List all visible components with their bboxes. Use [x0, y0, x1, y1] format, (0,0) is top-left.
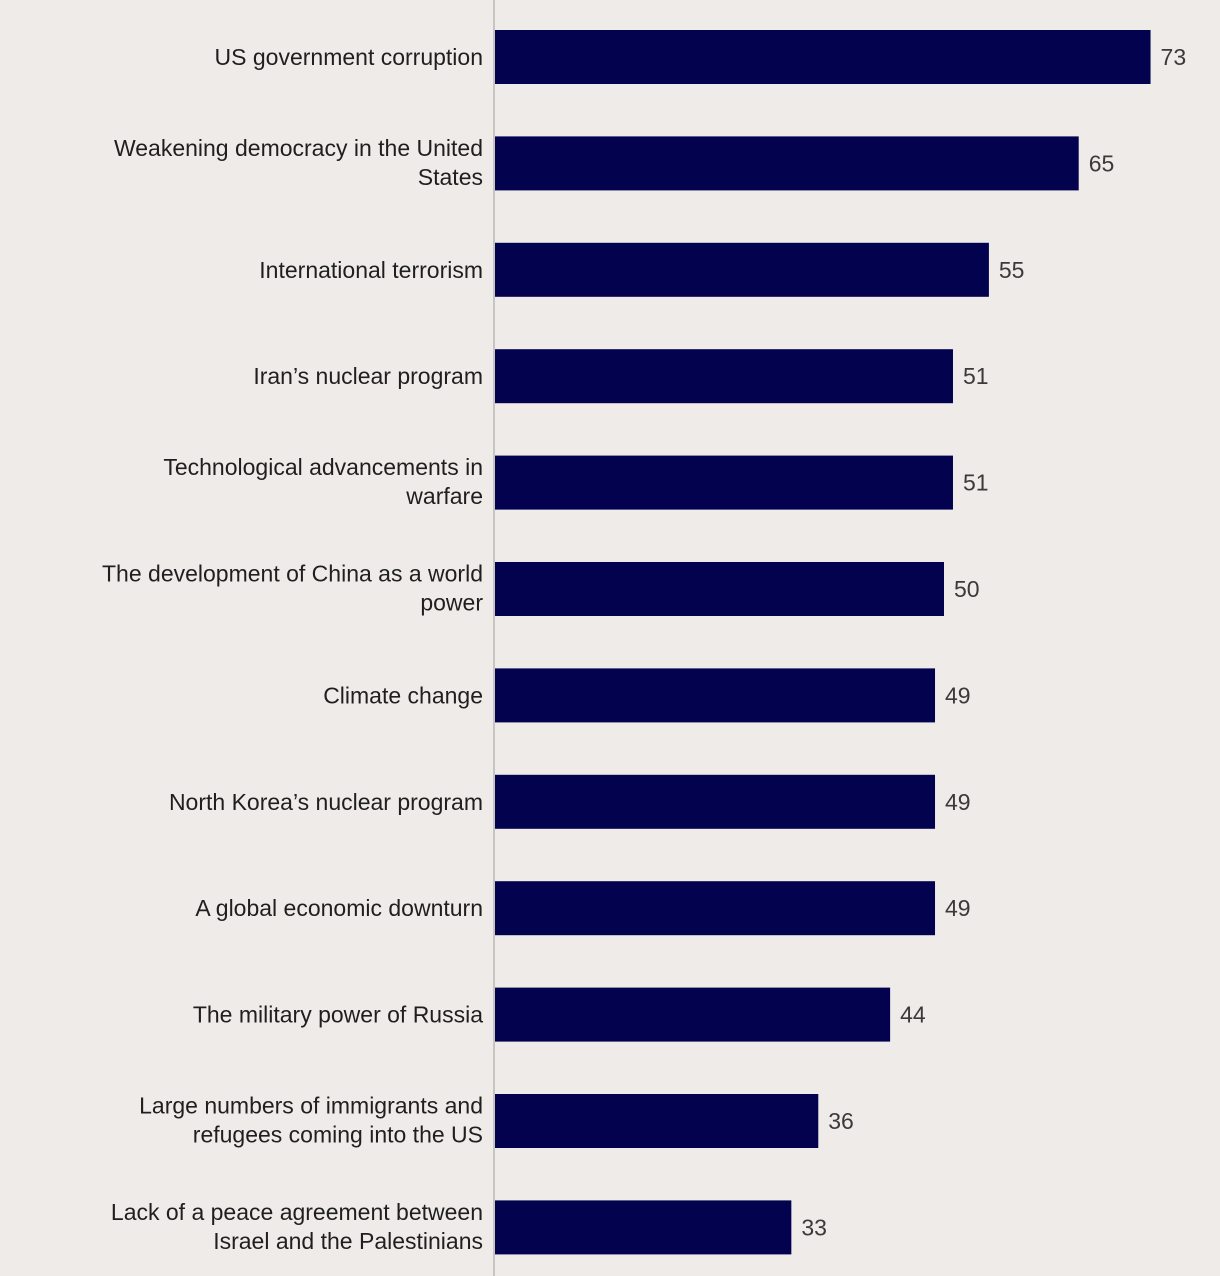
category-label-line: US government corruption	[215, 44, 483, 70]
category-label-line: States	[418, 164, 483, 190]
bar-3	[495, 242, 989, 297]
category-label-4: Iran’s nuclear program	[253, 363, 483, 389]
value-label-1: 73	[1161, 44, 1187, 70]
bar-11	[495, 1094, 819, 1148]
value-label-2: 65	[1089, 150, 1115, 176]
value-label-12: 33	[801, 1214, 827, 1240]
category-label-5: Technological advancements in warfare	[163, 454, 483, 509]
category-label-3: International terrorism	[259, 257, 483, 283]
category-label-1: US government corruption	[215, 44, 483, 70]
bar-10	[495, 987, 891, 1042]
value-label-3: 55	[999, 257, 1025, 283]
category-label-line: Lack of a peace agreement between	[111, 1199, 483, 1225]
category-label-line: refugees coming into the US	[193, 1122, 483, 1148]
category-label-10: The military power of Russia	[193, 1002, 483, 1028]
category-label-7: Climate change	[323, 682, 483, 708]
category-label-line: Iran’s nuclear program	[253, 363, 483, 389]
bar-6	[495, 562, 944, 616]
value-label-7: 49	[945, 682, 971, 708]
value-label-5: 51	[963, 470, 989, 496]
category-label-11: Large numbers of immigrants and refugees …	[139, 1093, 483, 1148]
category-label-line: Large numbers of immigrants and	[139, 1093, 483, 1119]
bar-7	[495, 668, 936, 723]
category-label-line: International terrorism	[259, 257, 483, 283]
category-label-line: warfare	[405, 483, 483, 509]
value-label-8: 49	[945, 789, 971, 815]
bar-1	[495, 30, 1151, 84]
bar-2	[495, 136, 1079, 191]
category-label-8: North Korea’s nuclear program	[169, 789, 483, 815]
category-label-line: Climate change	[323, 682, 483, 708]
category-label-line: Israel and the Palestinians	[213, 1228, 483, 1254]
category-label-line: Technological advancements in	[163, 454, 483, 480]
category-label-9: A global economic downturn	[195, 895, 483, 921]
value-label-6: 50	[954, 576, 980, 602]
bar-5	[495, 455, 953, 510]
bar-9	[495, 881, 936, 936]
category-label-line: North Korea’s nuclear program	[169, 789, 483, 815]
category-label-12: Lack of a peace agreement between Israel …	[111, 1199, 483, 1254]
value-label-10: 44	[900, 1002, 926, 1028]
category-label-line: The military power of Russia	[193, 1002, 483, 1028]
category-label-6: The development of China as a world power	[102, 561, 483, 616]
bar-12	[495, 1200, 792, 1255]
category-label-line: power	[420, 590, 483, 616]
category-label-line: The development of China as a world	[102, 561, 483, 587]
value-label-9: 49	[945, 895, 971, 921]
value-label-11: 36	[828, 1108, 854, 1134]
category-label-line: A global economic downturn	[195, 895, 483, 921]
category-label-line: Weakening democracy in the United	[114, 135, 483, 161]
value-label-4: 51	[963, 363, 989, 389]
category-label-2: Weakening democracy in the United States	[114, 135, 483, 190]
bar-8	[495, 774, 936, 829]
bar-4	[495, 349, 953, 404]
